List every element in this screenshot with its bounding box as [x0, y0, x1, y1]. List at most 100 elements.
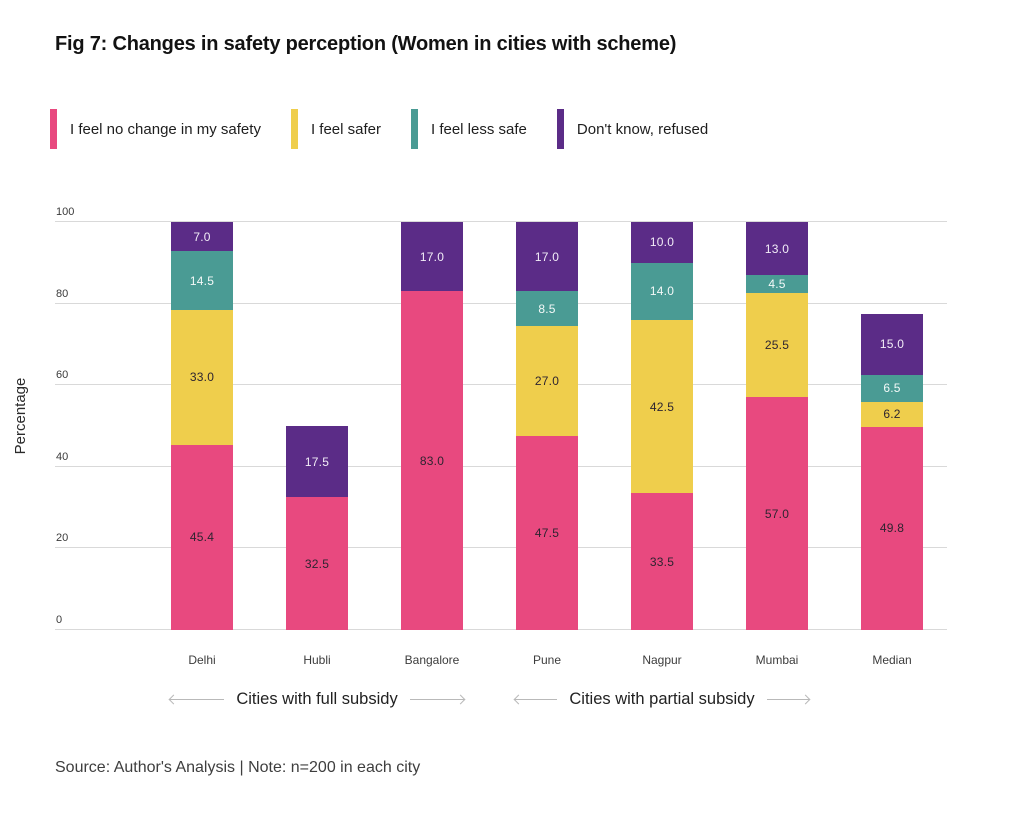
source-note: Source: Author's Analysis | Note: n=200 …	[55, 759, 421, 776]
bar-segment: 13.0	[746, 222, 808, 276]
bar-pune: 47.5 27.0 8.5 17.0	[516, 222, 578, 630]
x-axis-label-bangalore: Bangalore	[404, 653, 460, 667]
right-arrow-icon	[409, 698, 465, 700]
bar-segment: 10.0	[631, 222, 693, 263]
bar-segment: 17.0	[516, 222, 578, 292]
bar-mumbai: 57.0 25.5 4.5 13.0	[746, 222, 808, 630]
bar-value-label: 4.5	[768, 277, 786, 292]
y-axis-label: Percentage	[12, 377, 29, 455]
bar-segment: 6.5	[861, 375, 923, 402]
bar-value-label: 17.5	[304, 454, 330, 469]
bar-value-label: 14.0	[649, 284, 675, 299]
legend-swatch-icon	[50, 109, 57, 149]
legend-item-2: I feel less safe	[411, 109, 527, 149]
x-axis-label-pune: Pune	[532, 653, 562, 667]
bar-value-label: 17.0	[534, 249, 560, 264]
bar-segment: 15.0	[861, 313, 923, 376]
bar-value-label: 32.5	[304, 556, 330, 571]
gridline-80	[55, 302, 947, 304]
bar-value-label: 33.5	[649, 554, 675, 569]
bar-value-label: 13.0	[764, 241, 790, 256]
x-axis-label-median: Median	[872, 653, 912, 667]
bar-segment: 33.0	[171, 310, 233, 445]
bar-segment: 83.0	[401, 291, 463, 630]
y-tick-label-40: 40	[56, 450, 69, 463]
bar-value-label: 6.2	[883, 407, 901, 422]
bar-value-label: 10.0	[649, 235, 675, 250]
legend-label: Don't know, refused	[576, 120, 709, 138]
y-tick-label-60: 60	[56, 369, 69, 382]
bar-segment: 6.2	[861, 401, 923, 427]
bar-value-label: 6.5	[883, 381, 901, 396]
bar-value-label: 49.8	[879, 521, 905, 536]
group-label-1: Cities with partial subsidy	[515, 687, 809, 711]
bar-segment: 32.5	[286, 497, 348, 630]
bar-segment: 25.5	[746, 293, 808, 398]
bar-delhi: 45.4 33.0 14.5 7.0	[171, 222, 233, 630]
bar-value-label: 15.0	[879, 337, 905, 352]
bar-segment: 27.0	[516, 326, 578, 437]
group-label-text: Cities with partial subsidy	[569, 689, 755, 708]
legend-swatch-icon	[411, 109, 418, 149]
bar-segment: 17.5	[286, 426, 348, 498]
bar-value-label: 27.0	[534, 374, 560, 389]
bar-segment: 8.5	[516, 291, 578, 327]
bar-segment: 7.0	[171, 222, 233, 251]
legend: I feel no change in my safety I feel safe…	[50, 109, 708, 149]
bar-value-label: 83.0	[419, 453, 445, 468]
legend-swatch-icon	[290, 109, 298, 149]
bar-value-label: 45.4	[189, 530, 215, 545]
bar-segment: 33.5	[631, 493, 693, 630]
gridline-60	[55, 384, 947, 386]
bar-hubli: 32.5 17.5	[286, 426, 348, 630]
bar-value-label: 33.0	[189, 370, 215, 385]
bar-value-label: 14.5	[189, 273, 215, 288]
bar-median: 49.8 6.2 6.5 15.0	[861, 313, 923, 630]
group-label-0: Cities with full subsidy	[170, 687, 465, 711]
bar-segment: 14.5	[171, 251, 233, 311]
legend-item-1: I feel safer	[290, 109, 381, 149]
bar-segment: 42.5	[631, 319, 693, 494]
bar-segment: 14.0	[631, 262, 693, 320]
x-axis-label-mumbai: Mumbai	[755, 653, 799, 667]
plot-area: 0 20 40 60 80 100 45.4 33.0 14.5 7.0 32.5 17.5 83.0 1…	[55, 206, 947, 630]
bar-value-label: 25.5	[764, 338, 790, 353]
bar-segment: 49.8	[861, 426, 923, 630]
legend-label: I feel less safe	[431, 120, 527, 138]
bar-segment: 17.0	[401, 222, 463, 292]
gridline-0	[55, 629, 947, 630]
legend-label: I feel safer	[310, 120, 381, 138]
y-tick-label-0: 0	[56, 614, 63, 626]
gridline-20	[55, 547, 947, 549]
y-tick-label-80: 80	[56, 287, 69, 300]
bar-value-label: 7.0	[193, 229, 211, 244]
bar-segment: 45.4	[171, 444, 233, 630]
bar-segment: 47.5	[516, 436, 578, 630]
y-tick-label-100: 100	[56, 206, 75, 218]
bar-value-label: 8.5	[538, 301, 556, 316]
figure-title: Fig 7: Changes in safety perception (Wom…	[55, 33, 677, 55]
bar-value-label: 57.0	[764, 506, 790, 521]
bar-segment: 57.0	[746, 397, 808, 630]
left-arrow-icon	[515, 698, 558, 700]
legend-label: I feel no change in my safety	[70, 120, 261, 138]
bar-value-label: 47.5	[534, 526, 560, 541]
group-label-text: Cities with full subsidy	[236, 689, 398, 708]
x-axis-label-delhi: Delhi	[188, 653, 216, 667]
x-axis-label-hubli: Hubli	[303, 653, 331, 667]
bar-bangalore: 83.0 17.0	[401, 222, 463, 630]
legend-item-3: Don't know, refused	[556, 109, 709, 149]
y-tick-label-20: 20	[56, 532, 69, 545]
bar-value-label: 17.0	[419, 249, 445, 264]
bar-segment: 4.5	[746, 275, 808, 294]
left-arrow-icon	[170, 698, 225, 700]
bar-value-label: 42.5	[649, 399, 675, 414]
legend-swatch-icon	[556, 109, 564, 149]
gridline-40	[55, 465, 947, 467]
bar-nagpur: 33.5 42.5 14.0 10.0	[631, 222, 693, 630]
right-arrow-icon	[766, 698, 809, 700]
legend-item-0: I feel no change in my safety	[50, 109, 261, 149]
x-axis-label-nagpur: Nagpur	[642, 653, 682, 667]
gridline-100	[55, 221, 947, 222]
